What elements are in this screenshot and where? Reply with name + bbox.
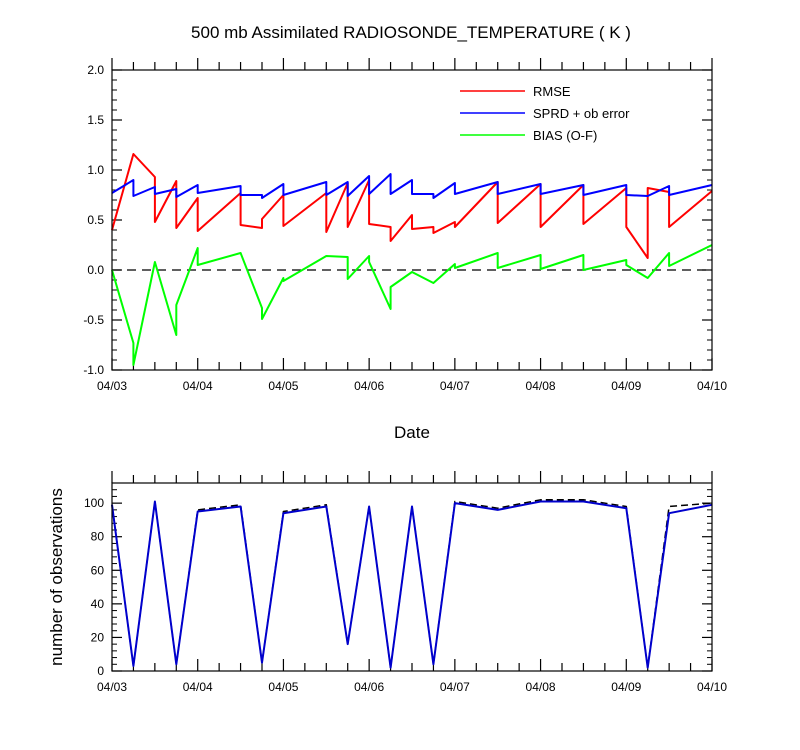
legend-label-rmse: RMSE (533, 84, 571, 99)
x-tick-label: 04/06 (354, 379, 384, 393)
x-axis-label: Date (394, 423, 430, 442)
y-axis-label-observations: number of observations (47, 488, 66, 666)
series-line-bias (111, 244, 713, 366)
bottom-plot-frame (111, 482, 713, 672)
y-tick-label: 40 (91, 597, 105, 611)
x-tick-label: 04/08 (526, 379, 556, 393)
y-tick-label: 0.5 (87, 213, 104, 227)
y-tick-label: 20 (91, 630, 105, 644)
top-chart: 04/03 04/04 04/05 04/06 04/07 04/08 04/09 04/10… (83, 58, 727, 393)
x-tick-label: 04/10 (697, 379, 727, 393)
x-tick-label: 04/03 (97, 379, 127, 393)
y-tick-label: 60 (91, 563, 105, 577)
top-plot-frame (111, 69, 713, 371)
x-tick-label: 04/07 (440, 379, 470, 393)
y-tick-label: 0.0 (87, 263, 104, 277)
legend-label-bias: BIAS (O-F) (533, 128, 597, 143)
legend: RMSE SPRD + ob error BIAS (O-F) (460, 84, 630, 143)
x-tick-label: 04/04 (183, 379, 213, 393)
y-tick-label: 1.5 (87, 113, 104, 127)
bottom-chart: 04/03 04/04 04/05 04/06 04/07 04/08 04/09 04/10… (84, 471, 727, 694)
legend-label-sprd: SPRD + ob error (533, 106, 630, 121)
series-line-observations-solid (111, 500, 713, 669)
series-line-sprd (111, 173, 713, 199)
x-tick-label: 04/08 (526, 680, 556, 694)
x-tick-label: 04/06 (354, 680, 384, 694)
x-tick-label: 04/05 (268, 379, 298, 393)
y-tick-label: 100 (84, 496, 104, 510)
x-tick-label: 04/05 (268, 680, 298, 694)
y-tick-label: 2.0 (87, 63, 104, 77)
x-tick-label: 04/09 (611, 680, 641, 694)
y-tick-label: -0.5 (83, 313, 104, 327)
x-tick-label: 04/07 (440, 680, 470, 694)
x-tick-label: 04/03 (97, 680, 127, 694)
series-line-rmse (111, 153, 713, 259)
x-tick-label: 04/10 (697, 680, 727, 694)
chart-title: 500 mb Assimilated RADIOSONDE_TEMPERATUR… (191, 23, 631, 42)
y-tick-label: 80 (91, 530, 105, 544)
x-tick-label: 04/04 (183, 680, 213, 694)
x-tick-label: 04/09 (611, 379, 641, 393)
series-line-observations-dashed (111, 499, 713, 669)
y-tick-label: -1.0 (83, 363, 104, 377)
y-tick-label: 0 (97, 664, 104, 678)
y-tick-label: 1.0 (87, 163, 104, 177)
